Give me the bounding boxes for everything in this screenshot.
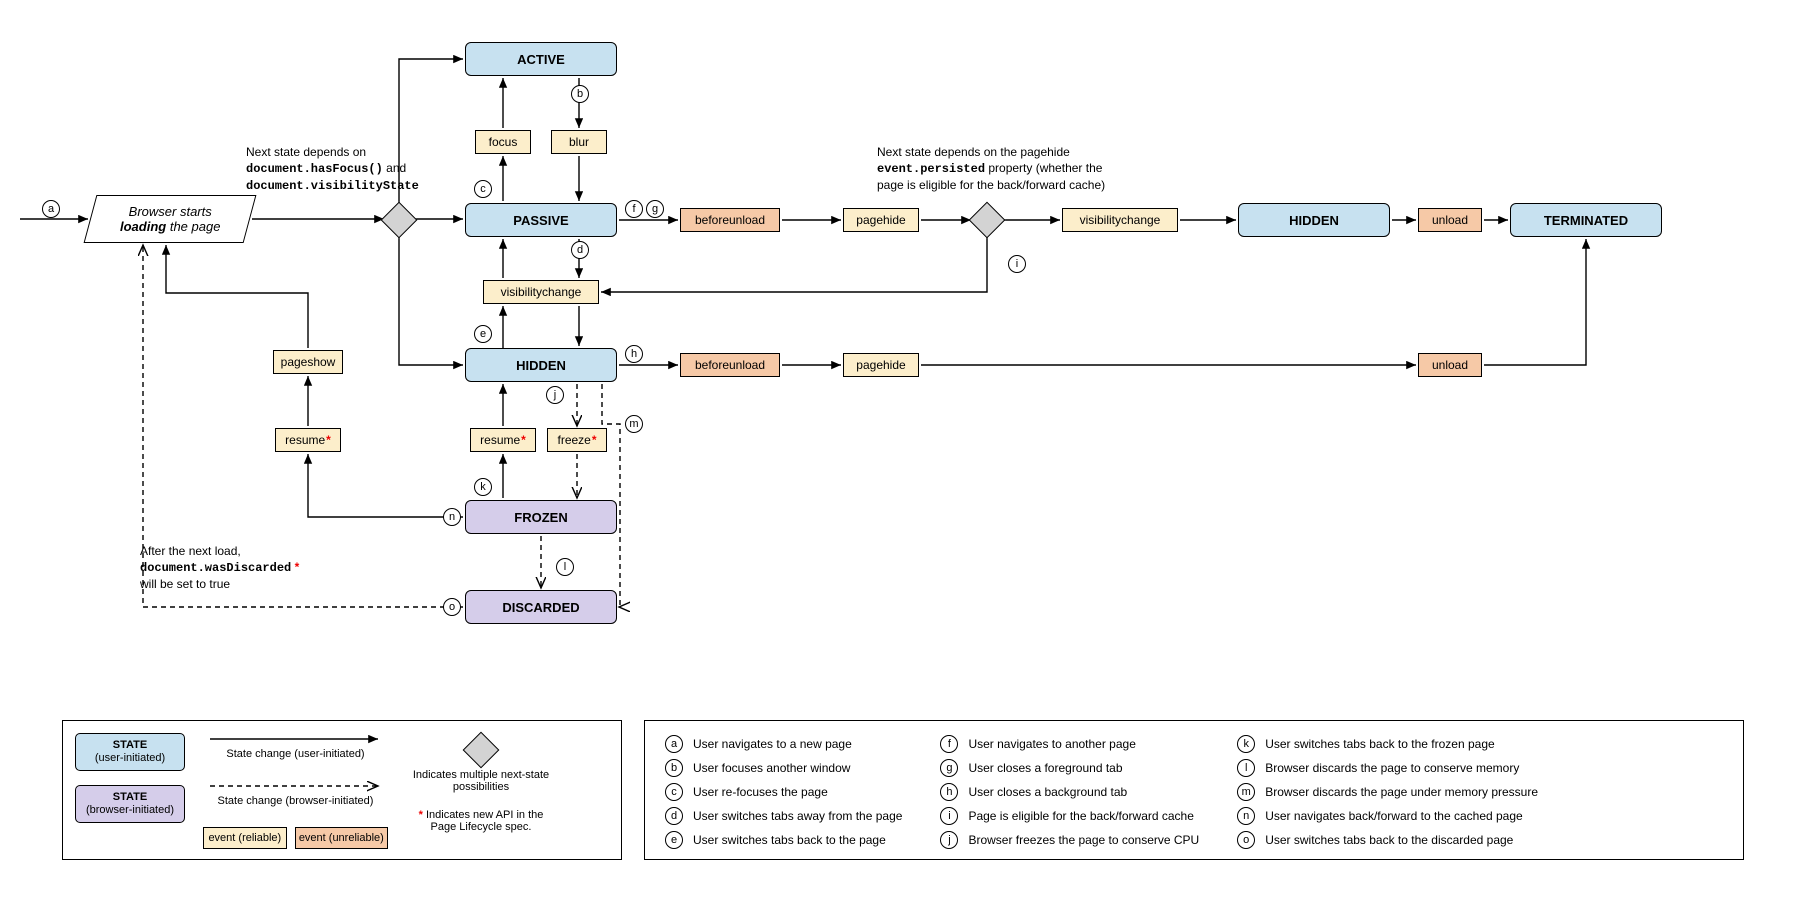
legend-box: STATE (user-initiated) STATE (browser-in… (62, 720, 622, 860)
event-resume_mid: resume* (470, 428, 536, 452)
event-pageshow: pageshow (273, 350, 343, 374)
legend-event-unreliable: event (unreliable) (295, 827, 388, 849)
decision-diamond-2 (969, 202, 1006, 239)
state-hidden_left: HIDDEN (465, 348, 617, 382)
reference-item-d: dUser switches tabs away from the page (665, 807, 902, 825)
event-focus: focus (475, 130, 531, 154)
reference-item-e: eUser switches tabs back to the page (665, 831, 902, 849)
legend-star-label: * Indicates new API in the Page Lifecycl… (406, 809, 556, 833)
decision-diamond-1 (381, 202, 418, 239)
event-blur: blur (551, 130, 607, 154)
event-visibilitychange1: visibilitychange (483, 280, 599, 304)
legend-diamond-icon (463, 732, 500, 769)
marker-m: m (625, 415, 643, 433)
state-terminated: TERMINATED (1510, 203, 1662, 237)
marker-b: b (571, 85, 589, 103)
marker-c: c (474, 180, 492, 198)
state-hidden_right: HIDDEN (1238, 203, 1390, 237)
marker-a: a (42, 200, 60, 218)
event-pagehide1: pagehide (843, 208, 919, 232)
reference-item-f: fUser navigates to another page (940, 735, 1199, 753)
reference-item-k: kUser switches tabs back to the frozen p… (1237, 735, 1538, 753)
start-node-label: Browser startsloading the page (120, 204, 220, 234)
marker-d: d (571, 241, 589, 259)
state-active: ACTIVE (465, 42, 617, 76)
reference-item-b: bUser focuses another window (665, 759, 902, 777)
legend-diamond-label: Indicates multiple next-state possibilit… (406, 769, 556, 793)
reference-item-m: mBrowser discards the page under memory … (1237, 783, 1538, 801)
marker-j: j (546, 386, 564, 404)
event-unload1: unload (1418, 208, 1482, 232)
event-visibilitychange2: visibilitychange (1062, 208, 1178, 232)
legend-state-user: STATE (user-initiated) (75, 733, 185, 771)
reference-item-n: nUser navigates back/forward to the cach… (1237, 807, 1538, 825)
state-discarded: DISCARDED (465, 590, 617, 624)
reference-item-h: hUser closes a background tab (940, 783, 1199, 801)
marker-k: k (474, 478, 492, 496)
reference-item-j: jBrowser freezes the page to conserve CP… (940, 831, 1199, 849)
marker-g: g (646, 200, 664, 218)
annotation-2: After the next load,document.wasDiscarde… (140, 543, 340, 593)
reference-item-a: aUser navigates to a new page (665, 735, 902, 753)
reference-item-i: iPage is eligible for the back/forward c… (940, 807, 1199, 825)
reference-item-o: oUser switches tabs back to the discarde… (1237, 831, 1538, 849)
event-freeze: freeze* (547, 428, 607, 452)
event-resume_left: resume* (275, 428, 341, 452)
marker-e: e (474, 325, 492, 343)
event-beforeunload1: beforeunload (680, 208, 780, 232)
marker-n: n (443, 508, 461, 526)
legend-state-browser: STATE (browser-initiated) (75, 785, 185, 823)
marker-h: h (625, 345, 643, 363)
event-unload2: unload (1418, 353, 1482, 377)
start-node: Browser startsloading the page (84, 195, 257, 243)
legend-event-reliable: event (reliable) (203, 827, 287, 849)
state-passive: PASSIVE (465, 203, 617, 237)
annotation-1: Next state depends on the pagehideevent.… (877, 144, 1157, 194)
reference-box: aUser navigates to a new page bUser focus… (644, 720, 1744, 860)
diagram-canvas: Browser startsloading the page STATE (us… (0, 0, 1806, 898)
legend-solid-label: State change (user-initiated) (203, 748, 388, 760)
marker-i: i (1008, 255, 1026, 273)
reference-item-l: lBrowser discards the page to conserve m… (1237, 759, 1538, 777)
marker-f: f (625, 200, 643, 218)
reference-item-g: gUser closes a foreground tab (940, 759, 1199, 777)
annotation-0: Next state depends ondocument.hasFocus()… (246, 144, 436, 195)
marker-o: o (443, 598, 461, 616)
legend-dashed-label: State change (browser-initiated) (203, 795, 388, 807)
event-beforeunload2: beforeunload (680, 353, 780, 377)
event-pagehide2: pagehide (843, 353, 919, 377)
marker-l: l (556, 558, 574, 576)
reference-item-c: cUser re-focuses the page (665, 783, 902, 801)
state-frozen: FROZEN (465, 500, 617, 534)
